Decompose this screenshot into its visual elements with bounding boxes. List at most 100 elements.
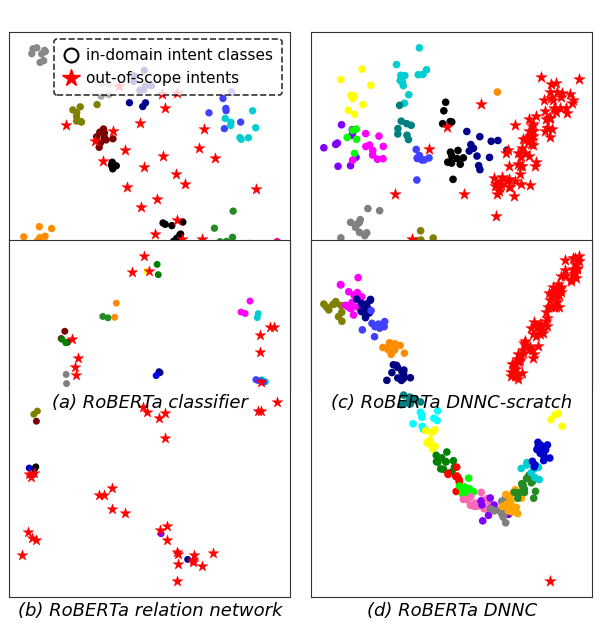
Point [504,161,514,171]
Point [542,114,551,125]
Point [400,98,410,108]
Point [155,368,165,378]
Point [387,349,396,360]
Point [253,375,263,386]
Point [365,140,374,150]
Point [484,152,494,162]
Point [445,258,455,269]
Point [544,288,553,298]
Point [220,113,230,123]
Point [458,309,468,319]
Point [522,458,532,468]
Point [336,300,346,310]
Point [219,277,229,287]
Point [72,107,82,118]
Point [513,509,522,519]
Point [479,504,489,514]
Point [531,331,541,341]
Point [416,226,425,236]
Point [393,373,403,383]
Point [492,179,502,190]
Point [150,229,159,239]
Point [433,281,443,291]
Point [392,257,402,267]
Point [30,464,39,474]
Point [324,305,333,315]
Point [525,131,535,141]
Point [556,282,566,292]
Point [447,158,457,168]
Point [270,248,280,258]
Point [428,233,438,243]
Point [546,79,556,89]
Point [402,398,411,408]
Point [533,437,543,447]
Point [357,64,367,74]
Point [156,330,165,340]
Point [94,142,104,152]
Point [348,94,358,104]
Point [190,550,199,560]
Point [254,308,263,319]
Point [545,295,554,305]
Point [220,264,230,274]
Point [450,462,460,472]
Point [385,339,394,349]
Text: (b) RoBERTa relation network: (b) RoBERTa relation network [18,602,282,620]
Point [513,149,523,159]
Point [513,493,522,503]
Point [36,238,46,248]
Point [522,473,532,483]
Point [460,488,470,498]
Point [509,363,518,374]
Point [139,252,149,262]
Point [561,255,570,265]
Point [416,397,425,407]
Point [536,326,546,336]
Point [512,371,522,381]
Point [469,143,478,154]
Point [515,487,524,497]
Point [251,268,261,278]
Point [573,264,582,274]
Point [358,247,368,257]
Point [513,353,522,363]
Point [411,394,420,404]
Point [107,504,117,514]
Point [333,312,343,322]
Point [241,260,251,270]
Point [153,270,163,280]
Point [249,267,259,277]
Point [62,379,71,389]
Point [115,344,124,355]
Point [255,331,265,341]
Point [156,529,166,539]
Point [426,440,435,450]
Point [331,140,341,150]
Point [76,102,85,112]
Point [97,91,106,101]
Point [33,236,42,246]
Point [24,469,34,479]
Point [120,508,130,518]
Point [72,111,82,121]
Point [396,341,405,351]
Point [510,119,519,130]
Point [24,463,34,473]
Point [481,298,491,308]
Point [37,49,47,59]
Point [526,323,536,333]
Point [379,142,388,152]
Point [346,304,356,314]
Point [452,462,461,472]
Point [226,87,236,97]
Point [217,250,226,260]
Point [545,113,555,123]
Point [141,82,150,92]
Point [358,301,367,311]
Point [513,349,523,359]
Point [440,268,449,278]
Point [428,444,437,454]
Point [518,480,528,490]
Point [424,153,434,163]
